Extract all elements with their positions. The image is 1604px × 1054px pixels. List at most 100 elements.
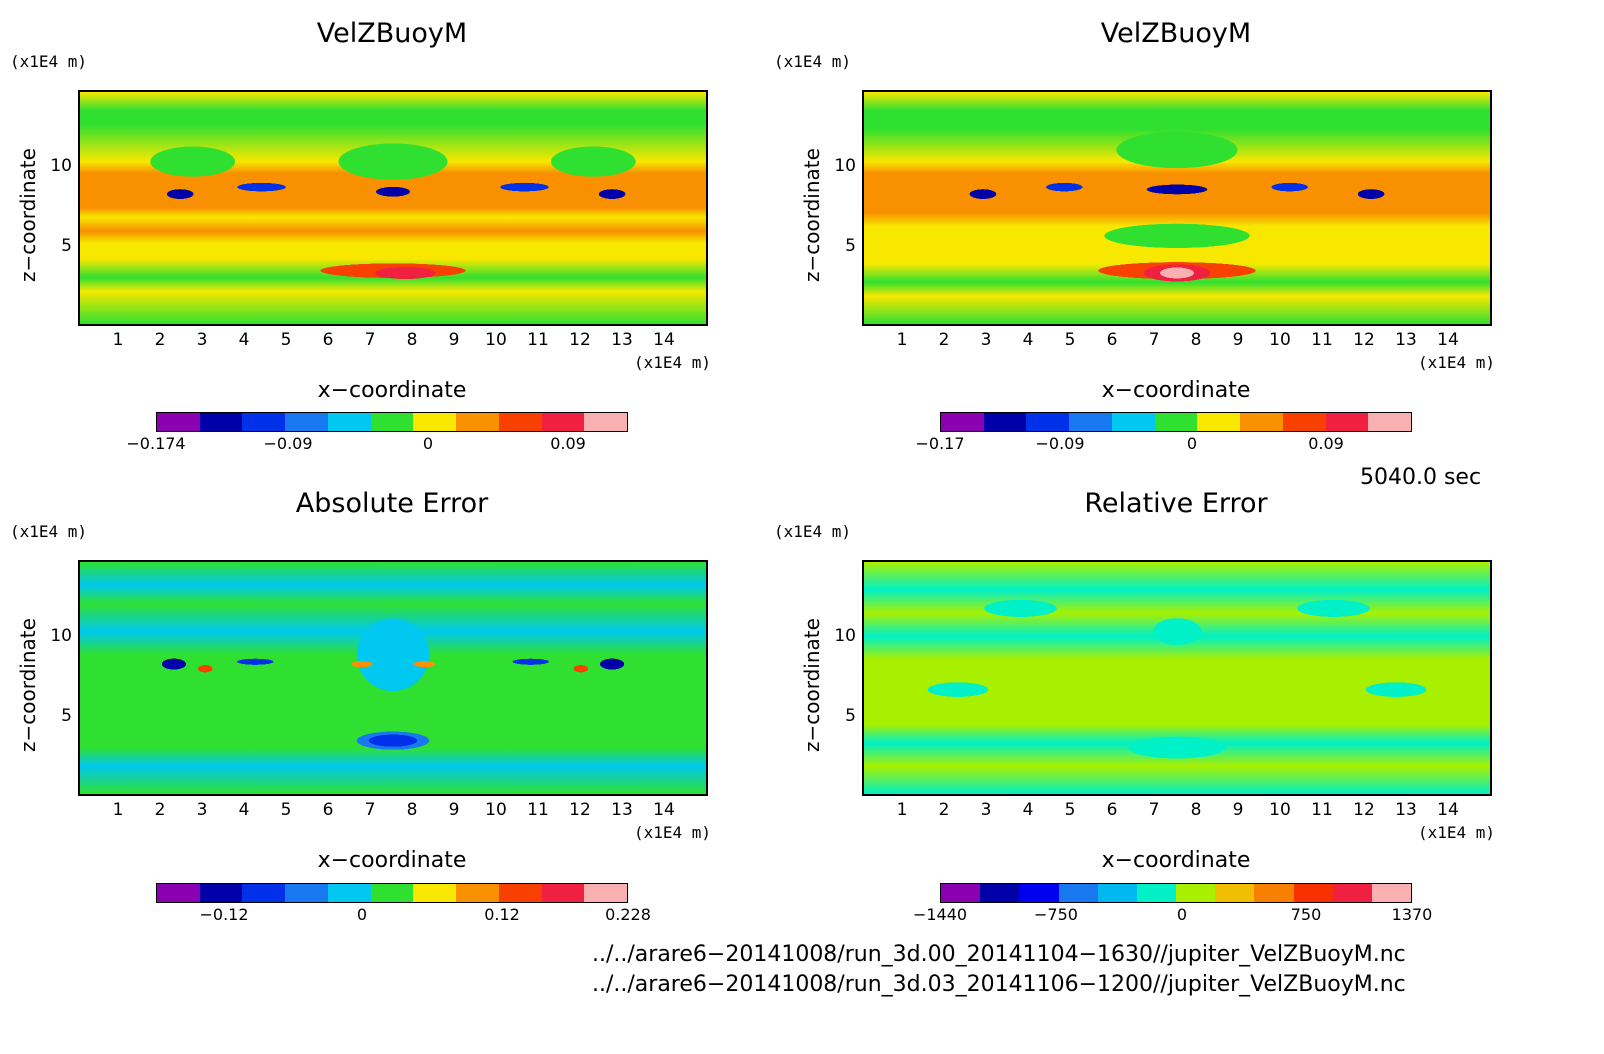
panel4-xtick-1: 1 bbox=[896, 800, 908, 820]
panel4-y-unit: (x1E4 m) bbox=[774, 522, 852, 541]
colorbar-swatch bbox=[1154, 413, 1198, 431]
colorbar-swatch bbox=[242, 413, 286, 431]
panel1-x-unit: (x1E4 m) bbox=[634, 353, 712, 372]
panel4-xtick-10: 10 bbox=[1269, 800, 1291, 820]
colorbar-swatch bbox=[1293, 884, 1333, 902]
panel2-cbar-tick: −0.17 bbox=[915, 434, 965, 453]
panel4-xtick-8: 8 bbox=[1190, 800, 1202, 820]
panel3-cbar-tick: 0 bbox=[356, 905, 368, 924]
time-label: 5040.0 sec bbox=[1360, 465, 1482, 490]
panel2-title: VelZBuoyM bbox=[1100, 18, 1252, 49]
panel4-cbar-tick: −750 bbox=[1034, 905, 1078, 924]
colorbar-swatch bbox=[1282, 413, 1326, 431]
panel2-xtick-1: 1 bbox=[896, 330, 908, 350]
panel2-plot-area bbox=[862, 90, 1492, 326]
colorbar-swatch bbox=[983, 413, 1027, 431]
colorbar-swatch bbox=[584, 413, 628, 431]
panel4-cbar-tick: 750 bbox=[1290, 905, 1322, 924]
panel2-xtick-7: 7 bbox=[1148, 330, 1160, 350]
colorbar-swatch bbox=[157, 413, 200, 431]
colorbar-swatch bbox=[941, 884, 981, 902]
panel2-xtick-2: 2 bbox=[938, 330, 950, 350]
panel1-ytick-5: 5 bbox=[61, 236, 72, 256]
colorbar-swatch bbox=[285, 413, 328, 431]
footer-file-path-2: ../../arare6−20141008/run_3d.03_20141106… bbox=[592, 972, 1406, 997]
panel1-xtick-14: 14 bbox=[653, 330, 675, 350]
panel1-xtick-9: 9 bbox=[448, 330, 460, 350]
panel1-xtick-13: 13 bbox=[611, 330, 633, 350]
panel3-xtick-14: 14 bbox=[653, 800, 675, 820]
panel2-y-unit: (x1E4 m) bbox=[774, 52, 852, 71]
colorbar-swatch bbox=[1254, 884, 1294, 902]
colorbar-swatch bbox=[541, 413, 585, 431]
panel4-ytick-5: 5 bbox=[845, 706, 856, 726]
panel3-cbar-tick: 0.228 bbox=[605, 905, 651, 924]
panel1-title: VelZBuoyM bbox=[316, 18, 468, 49]
panel2-xtick-12: 12 bbox=[1353, 330, 1375, 350]
panel3-xtick-11: 11 bbox=[527, 800, 549, 820]
panel1-cbar-tick: −0.174 bbox=[126, 434, 186, 453]
panel3-xtick-2: 2 bbox=[154, 800, 166, 820]
panel2-cbar-tick: −0.09 bbox=[1035, 434, 1085, 453]
colorbar-swatch bbox=[1215, 884, 1255, 902]
panel2-ytick-5: 5 bbox=[845, 236, 856, 256]
panel3-colorbar bbox=[156, 883, 628, 903]
colorbar-swatch bbox=[1325, 413, 1369, 431]
panel3-xtick-9: 9 bbox=[448, 800, 460, 820]
panel1-colorbar bbox=[156, 412, 628, 432]
panel3-xtick-7: 7 bbox=[364, 800, 376, 820]
colorbar-swatch bbox=[327, 884, 371, 902]
panel1-xtick-5: 5 bbox=[280, 330, 292, 350]
panel4-plot-area bbox=[862, 560, 1492, 796]
panel4-xtick-6: 6 bbox=[1106, 800, 1118, 820]
panel2-colorbar bbox=[940, 412, 1412, 432]
colorbar-swatch bbox=[1176, 884, 1216, 902]
panel3-xtick-5: 5 bbox=[280, 800, 292, 820]
colorbar-swatch bbox=[1069, 413, 1112, 431]
footer-file-path-1: ../../arare6−20141008/run_3d.00_20141104… bbox=[592, 942, 1406, 967]
colorbar-swatch bbox=[199, 884, 243, 902]
panel4-xtick-9: 9 bbox=[1232, 800, 1244, 820]
panel1-cbar-tick: 0.09 bbox=[550, 434, 586, 453]
colorbar-swatch bbox=[456, 413, 499, 431]
panel4-cbar-tick: −1440 bbox=[912, 905, 968, 924]
panel1-xtick-4: 4 bbox=[238, 330, 250, 350]
panel3-y-unit: (x1E4 m) bbox=[10, 522, 88, 541]
panel1-xtick-2: 2 bbox=[154, 330, 166, 350]
panel2-x-label: x−coordinate bbox=[1101, 378, 1251, 403]
panel2-ytick-10: 10 bbox=[834, 156, 856, 176]
panel1-xtick-12: 12 bbox=[569, 330, 591, 350]
panel3-cbar-tick: 0.12 bbox=[484, 905, 520, 924]
panel2-cbar-tick: 0.09 bbox=[1308, 434, 1344, 453]
panel4-x-unit: (x1E4 m) bbox=[1418, 823, 1496, 842]
panel4-colorbar bbox=[940, 883, 1412, 903]
colorbar-swatch bbox=[498, 884, 542, 902]
panel2-cbar-tick: 0 bbox=[1186, 434, 1198, 453]
colorbar-swatch bbox=[584, 884, 628, 902]
colorbar-swatch bbox=[980, 884, 1020, 902]
panel4-xtick-12: 12 bbox=[1353, 800, 1375, 820]
panel4-cbar-tick: 0 bbox=[1176, 905, 1188, 924]
panel2-xtick-8: 8 bbox=[1190, 330, 1202, 350]
panel3-cbar-tick: −0.12 bbox=[199, 905, 249, 924]
panel3-x-label: x−coordinate bbox=[317, 848, 467, 873]
panel2-xtick-14: 14 bbox=[1437, 330, 1459, 350]
colorbar-swatch bbox=[1371, 884, 1412, 902]
panel3-ytick-5: 5 bbox=[61, 706, 72, 726]
colorbar-swatch bbox=[1136, 884, 1177, 902]
panel1-cbar-tick: 0 bbox=[422, 434, 434, 453]
panel2-xtick-6: 6 bbox=[1106, 330, 1118, 350]
colorbar-swatch bbox=[242, 884, 286, 902]
panel4-ytick-10: 10 bbox=[834, 626, 856, 646]
colorbar-swatch bbox=[1197, 413, 1241, 431]
panel3-title: Absolute Error bbox=[295, 488, 489, 519]
colorbar-swatch bbox=[941, 413, 984, 431]
colorbar-swatch bbox=[1058, 884, 1098, 902]
panel4-cbar-tick: 1370 bbox=[1391, 905, 1433, 924]
panel4-title: Relative Error bbox=[1084, 488, 1268, 519]
panel1-y-unit: (x1E4 m) bbox=[10, 52, 88, 71]
colorbar-swatch bbox=[456, 884, 499, 902]
panel3-xtick-1: 1 bbox=[112, 800, 124, 820]
panel1-xtick-8: 8 bbox=[406, 330, 418, 350]
panel2-xtick-11: 11 bbox=[1311, 330, 1333, 350]
